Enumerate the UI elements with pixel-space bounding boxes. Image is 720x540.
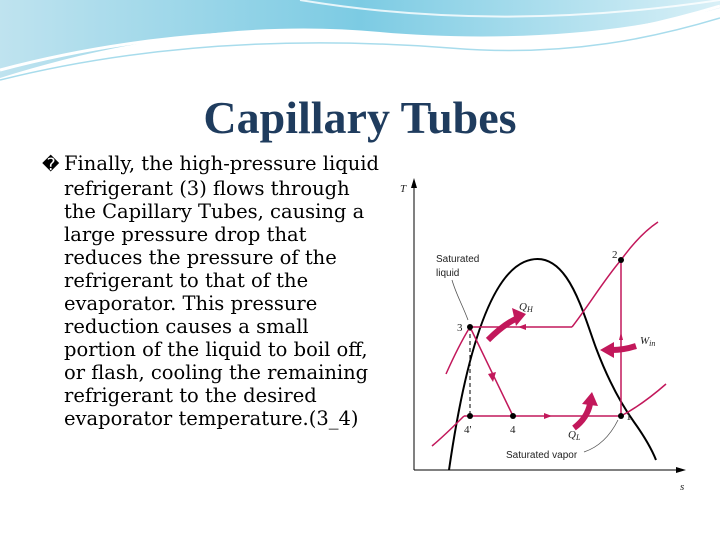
body-paragraph: � Finally, the high-pressure liquid refri… bbox=[42, 152, 382, 430]
point-1-dot bbox=[618, 413, 624, 419]
arrow-2-3 bbox=[518, 324, 526, 330]
qh-arrow-body bbox=[485, 315, 520, 343]
win-arrow-body bbox=[611, 343, 637, 353]
point-2-dot bbox=[618, 257, 624, 263]
ts-diagram-svg: T s bbox=[400, 178, 686, 493]
y-axis-arrow bbox=[411, 178, 417, 188]
curve-high-ext bbox=[620, 221, 659, 261]
arrow-1-2 bbox=[619, 332, 623, 340]
point-3-label: 3 bbox=[457, 322, 463, 334]
line-2-superheat bbox=[571, 259, 622, 328]
win-label: Win bbox=[640, 335, 655, 348]
point-2-label: 2 bbox=[612, 249, 618, 261]
point-3-dot bbox=[467, 324, 473, 330]
curve-3-ext bbox=[445, 326, 471, 375]
x-axis-label: s bbox=[680, 481, 684, 493]
ql-arrow-head bbox=[582, 392, 598, 406]
arrow-4-1 bbox=[544, 413, 552, 419]
line-3-4 bbox=[469, 326, 514, 417]
bullet-text: Finally, the high-pressure liquid refrig… bbox=[64, 152, 380, 430]
header-wave-decoration bbox=[0, 0, 720, 81]
saturation-dome bbox=[448, 258, 657, 471]
point-1-label: 1 bbox=[626, 411, 632, 423]
y-axis-label: T bbox=[400, 183, 407, 195]
x-axis-arrow bbox=[676, 467, 686, 473]
qh-label: QH bbox=[519, 301, 534, 314]
ql-label: QL bbox=[568, 429, 581, 442]
point-4prime-label: 4' bbox=[464, 424, 472, 436]
saturated-vapor-label: Saturated vapor bbox=[506, 450, 578, 461]
bullet-line: � Finally, the high-pressure liquid refri… bbox=[42, 152, 382, 430]
point-4-label: 4 bbox=[510, 424, 516, 436]
bullet-icon: � bbox=[42, 155, 60, 175]
curve-low-ext bbox=[620, 383, 667, 417]
saturated-liquid-label-1: Saturated bbox=[436, 254, 479, 265]
slide-title: Capillary Tubes bbox=[203, 92, 517, 143]
saturated-liquid-label-2: liquid bbox=[436, 268, 459, 279]
arrow-3-4 bbox=[488, 372, 496, 382]
curve-4-ext bbox=[431, 415, 465, 447]
saturated-liquid-pointer bbox=[451, 279, 469, 321]
point-4-dot bbox=[510, 413, 516, 419]
ql-arrow-body bbox=[572, 403, 593, 431]
saturated-vapor-pointer bbox=[583, 419, 619, 453]
qh-arrow-head bbox=[512, 308, 526, 326]
point-4prime-dot bbox=[467, 413, 473, 419]
win-arrow-head bbox=[600, 342, 614, 358]
ts-diagram: T s bbox=[384, 170, 720, 500]
